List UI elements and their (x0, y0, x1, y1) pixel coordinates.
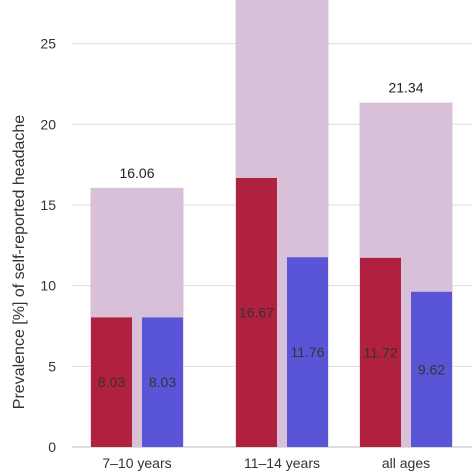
series-1-bar (91, 317, 132, 447)
total-value-label: 16.06 (119, 165, 154, 181)
bar-value-label: 8.03 (98, 374, 125, 390)
x-tick-label: 7–10 years (102, 455, 171, 471)
y-axis-label: Prevalence [%] of self-reported headache (11, 115, 28, 410)
y-tick-label: 0 (48, 439, 56, 455)
bar-value-label: 9.62 (418, 361, 445, 377)
bar-value-label: 16.67 (239, 304, 274, 320)
x-tick-label: all ages (382, 455, 430, 471)
y-tick-label: 15 (40, 197, 56, 213)
series-2-bar (411, 291, 452, 447)
y-tick-label: 25 (40, 36, 56, 52)
series-1-bar (236, 177, 277, 447)
y-tick-label: 5 (48, 358, 56, 374)
bar-value-label: 11.76 (291, 344, 325, 360)
y-tick-label: 10 (40, 278, 56, 294)
bar-value-label: 11.72 (364, 344, 398, 360)
x-tick-label: 11–14 years (244, 455, 320, 471)
axis-labels: 0 5 10 15 20 25 7–10 years 11–14 years all ages (40, 36, 430, 471)
series-2-bar (142, 317, 183, 447)
bar-value-label: 8.03 (149, 374, 176, 390)
series-bars (91, 177, 452, 447)
series-1-bar (360, 257, 401, 447)
total-value-label: 21.34 (388, 80, 423, 96)
y-tick-label: 20 (40, 116, 56, 132)
series-2-bar (287, 257, 328, 447)
data-labels: 16.06 8.03 8.03 16.67 11.76 21.34 11.72 9.62 (98, 80, 445, 391)
